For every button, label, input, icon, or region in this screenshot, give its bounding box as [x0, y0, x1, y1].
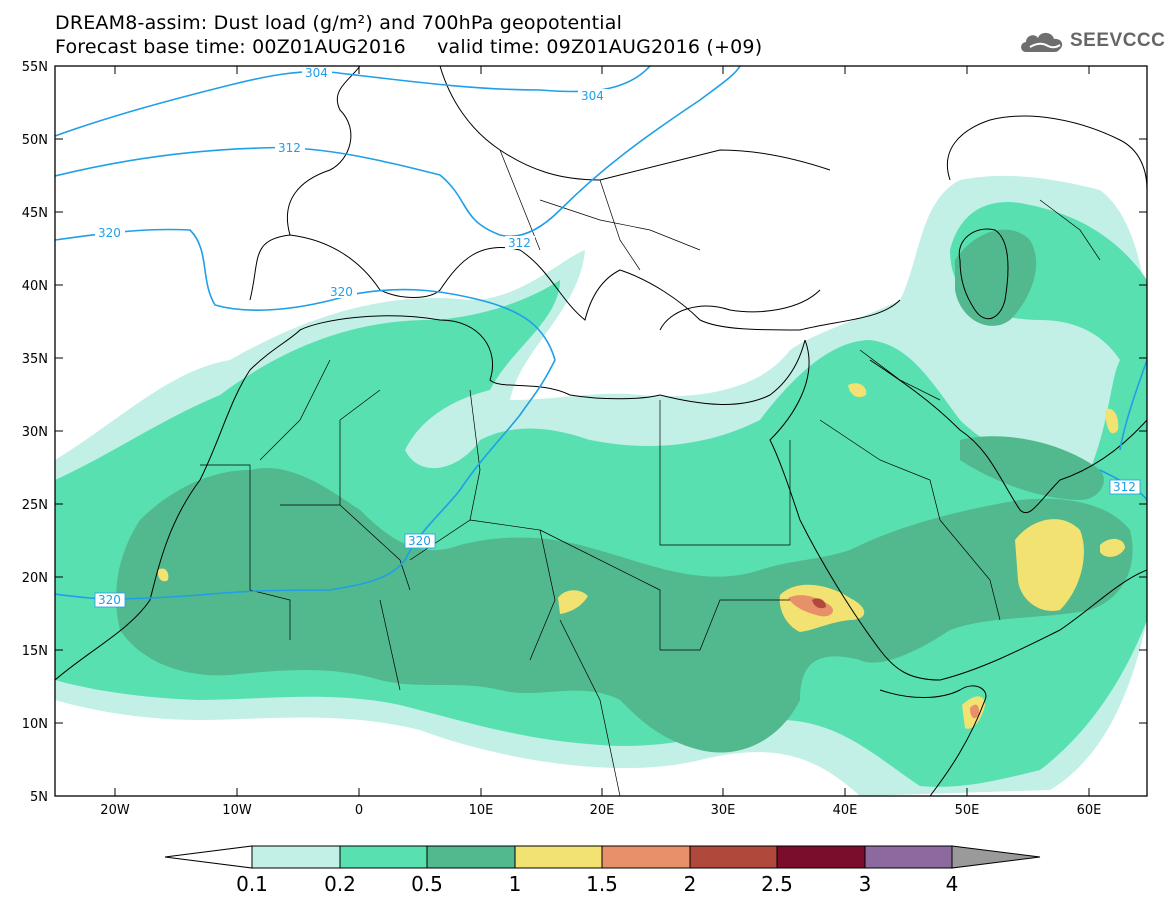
- seevccc-logo: SEEVCCC: [1018, 26, 1165, 56]
- axis-ticks: [55, 65, 1147, 797]
- dust-level-1-5: [788, 595, 834, 617]
- colorbar-segment: [601, 845, 691, 869]
- logo-text: SEEVCCC: [1070, 30, 1165, 51]
- lat-label: 30N: [22, 425, 48, 440]
- contour-label: 320: [408, 534, 431, 548]
- lat-label: 45N: [22, 206, 48, 221]
- dust-level-1-5-somalia: [970, 704, 980, 719]
- lat-label: 5N: [30, 790, 48, 805]
- colorbar-label: 2: [683, 872, 697, 896]
- lat-label: 50N: [22, 133, 48, 148]
- lat-label: 25N: [22, 498, 48, 513]
- colorbar-under-arrow: [164, 845, 253, 869]
- lat-label: 40N: [22, 279, 48, 294]
- map-subtitle-times: Forecast base time: 00Z01AUG2016 valid t…: [55, 36, 763, 58]
- cloud-icon: [1021, 32, 1063, 52]
- dust-level-0-5-arabia: [960, 436, 1104, 500]
- contour-label: 312: [1113, 480, 1136, 494]
- colorbar: [164, 845, 1041, 869]
- dust-shading: [55, 175, 1147, 796]
- colorbar-segment: [514, 845, 603, 869]
- lon-label: 60E: [1077, 803, 1102, 818]
- lon-label: 30E: [711, 803, 736, 818]
- colorbar-label: 0.5: [411, 872, 443, 896]
- contour-label: 304: [305, 66, 328, 80]
- contour-label: 320: [98, 593, 121, 607]
- lat-label: 15N: [22, 644, 48, 659]
- dust-level-2: [812, 598, 826, 609]
- lon-label: 50E: [955, 803, 980, 818]
- colorbar-label: 0.1: [236, 872, 268, 896]
- country-borders: [200, 149, 1101, 796]
- contour-label: 312: [278, 141, 301, 155]
- colorbar-segment: [776, 845, 866, 869]
- colorbar-segment: [426, 845, 516, 869]
- dust-level-0-5-caspian: [955, 229, 1037, 326]
- contour-label: 312: [508, 236, 531, 250]
- lon-label: 10E: [469, 803, 494, 818]
- lon-label: 40E: [833, 803, 858, 818]
- colorbar-over-arrow: [951, 845, 1041, 869]
- lon-label: 0: [355, 803, 363, 818]
- contour-labels: 304 304 312 312 312 320 320 320 320: [94, 66, 1141, 608]
- colorbar-label: 1.5: [586, 872, 618, 896]
- lon-label: 20W: [100, 803, 130, 818]
- colorbar-label: 3: [858, 872, 872, 896]
- colorbar-segment: [864, 845, 953, 869]
- contour-label: 320: [98, 226, 121, 240]
- map-title: DREAM8-assim: Dust load (g/m²) and 700hP…: [55, 12, 623, 34]
- lat-label: 20N: [22, 571, 48, 586]
- contour-label: 320: [330, 285, 353, 299]
- contour-label: 304: [581, 89, 604, 103]
- lat-label: 10N: [22, 717, 48, 732]
- colorbar-label: 0.2: [324, 872, 356, 896]
- colorbar-label: 2.5: [761, 872, 793, 896]
- lon-label: 10W: [222, 803, 252, 818]
- colorbar-label: 1: [508, 872, 522, 896]
- latitude-labels: 55N 50N 45N 40N 35N 30N 25N 20N 15N 10N …: [22, 60, 48, 805]
- colorbar-label: 4: [945, 872, 959, 896]
- lon-label: 20E: [590, 803, 615, 818]
- lat-label: 55N: [22, 60, 48, 75]
- dust-level-0-5: [116, 468, 1133, 753]
- lat-label: 35N: [22, 352, 48, 367]
- colorbar-segment: [251, 845, 341, 869]
- longitude-labels: 20W 10W 0 10E 20E 30E 40E 50E 60E: [100, 803, 1101, 818]
- colorbar-segment: [339, 845, 428, 869]
- colorbar-segment: [689, 845, 778, 869]
